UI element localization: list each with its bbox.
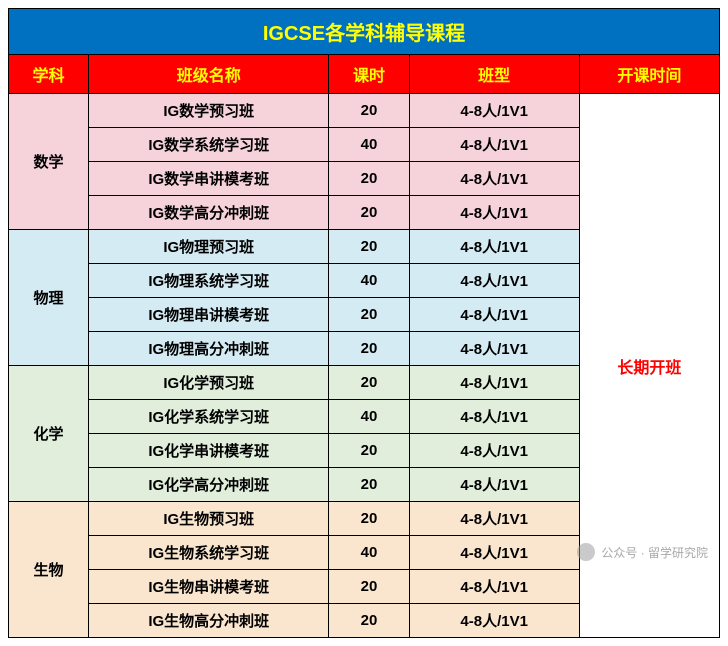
class-type-cell: 4-8人/1V1 (409, 162, 579, 196)
class-name-cell: IG数学预习班 (89, 94, 329, 128)
hours-cell: 40 (329, 400, 409, 434)
hours-cell: 20 (329, 468, 409, 502)
subject-cell: 数学 (9, 94, 89, 230)
hours-cell: 20 (329, 366, 409, 400)
table-title: IGCSE各学科辅导课程 (9, 9, 720, 55)
class-name-cell: IG化学串讲模考班 (89, 434, 329, 468)
class-name-cell: IG化学预习班 (89, 366, 329, 400)
class-name-cell: IG物理系统学习班 (89, 264, 329, 298)
class-name-cell: IG化学系统学习班 (89, 400, 329, 434)
class-name-cell: IG生物系统学习班 (89, 536, 329, 570)
hours-cell: 40 (329, 264, 409, 298)
class-type-cell: 4-8人/1V1 (409, 128, 579, 162)
header-schedule: 开课时间 (579, 55, 719, 94)
class-type-cell: 4-8人/1V1 (409, 400, 579, 434)
class-type-cell: 4-8人/1V1 (409, 298, 579, 332)
class-name-cell: IG物理高分冲刺班 (89, 332, 329, 366)
class-name-cell: IG生物高分冲刺班 (89, 604, 329, 638)
hours-cell: 20 (329, 502, 409, 536)
hours-cell: 20 (329, 298, 409, 332)
class-name-cell: IG生物预习班 (89, 502, 329, 536)
hours-cell: 20 (329, 162, 409, 196)
class-type-cell: 4-8人/1V1 (409, 366, 579, 400)
class-name-cell: IG数学系统学习班 (89, 128, 329, 162)
hours-cell: 20 (329, 570, 409, 604)
class-type-cell: 4-8人/1V1 (409, 230, 579, 264)
class-name-cell: IG数学串讲模考班 (89, 162, 329, 196)
class-type-cell: 4-8人/1V1 (409, 332, 579, 366)
header-class-name: 班级名称 (89, 55, 329, 94)
subject-cell: 化学 (9, 366, 89, 502)
class-type-cell: 4-8人/1V1 (409, 264, 579, 298)
class-name-cell: IG生物串讲模考班 (89, 570, 329, 604)
subject-cell: 生物 (9, 502, 89, 638)
class-name-cell: IG化学高分冲刺班 (89, 468, 329, 502)
hours-cell: 40 (329, 536, 409, 570)
class-type-cell: 4-8人/1V1 (409, 570, 579, 604)
hours-cell: 40 (329, 128, 409, 162)
class-type-cell: 4-8人/1V1 (409, 502, 579, 536)
class-name-cell: IG物理预习班 (89, 230, 329, 264)
table-row: 数学IG数学预习班204-8人/1V1长期开班 (9, 94, 720, 128)
hours-cell: 20 (329, 332, 409, 366)
hours-cell: 20 (329, 94, 409, 128)
class-type-cell: 4-8人/1V1 (409, 536, 579, 570)
hours-cell: 20 (329, 196, 409, 230)
hours-cell: 20 (329, 434, 409, 468)
course-table: IGCSE各学科辅导课程学科班级名称课时班型开课时间数学IG数学预习班204-8… (8, 8, 720, 638)
schedule-cell: 长期开班 (579, 94, 719, 638)
class-name-cell: IG物理串讲模考班 (89, 298, 329, 332)
class-name-cell: IG数学高分冲刺班 (89, 196, 329, 230)
class-type-cell: 4-8人/1V1 (409, 468, 579, 502)
header-hours: 课时 (329, 55, 409, 94)
class-type-cell: 4-8人/1V1 (409, 604, 579, 638)
hours-cell: 20 (329, 604, 409, 638)
hours-cell: 20 (329, 230, 409, 264)
class-type-cell: 4-8人/1V1 (409, 434, 579, 468)
header-subject: 学科 (9, 55, 89, 94)
class-type-cell: 4-8人/1V1 (409, 94, 579, 128)
header-class-type: 班型 (409, 55, 579, 94)
table-body: IGCSE各学科辅导课程学科班级名称课时班型开课时间数学IG数学预习班204-8… (9, 9, 720, 638)
class-type-cell: 4-8人/1V1 (409, 196, 579, 230)
subject-cell: 物理 (9, 230, 89, 366)
